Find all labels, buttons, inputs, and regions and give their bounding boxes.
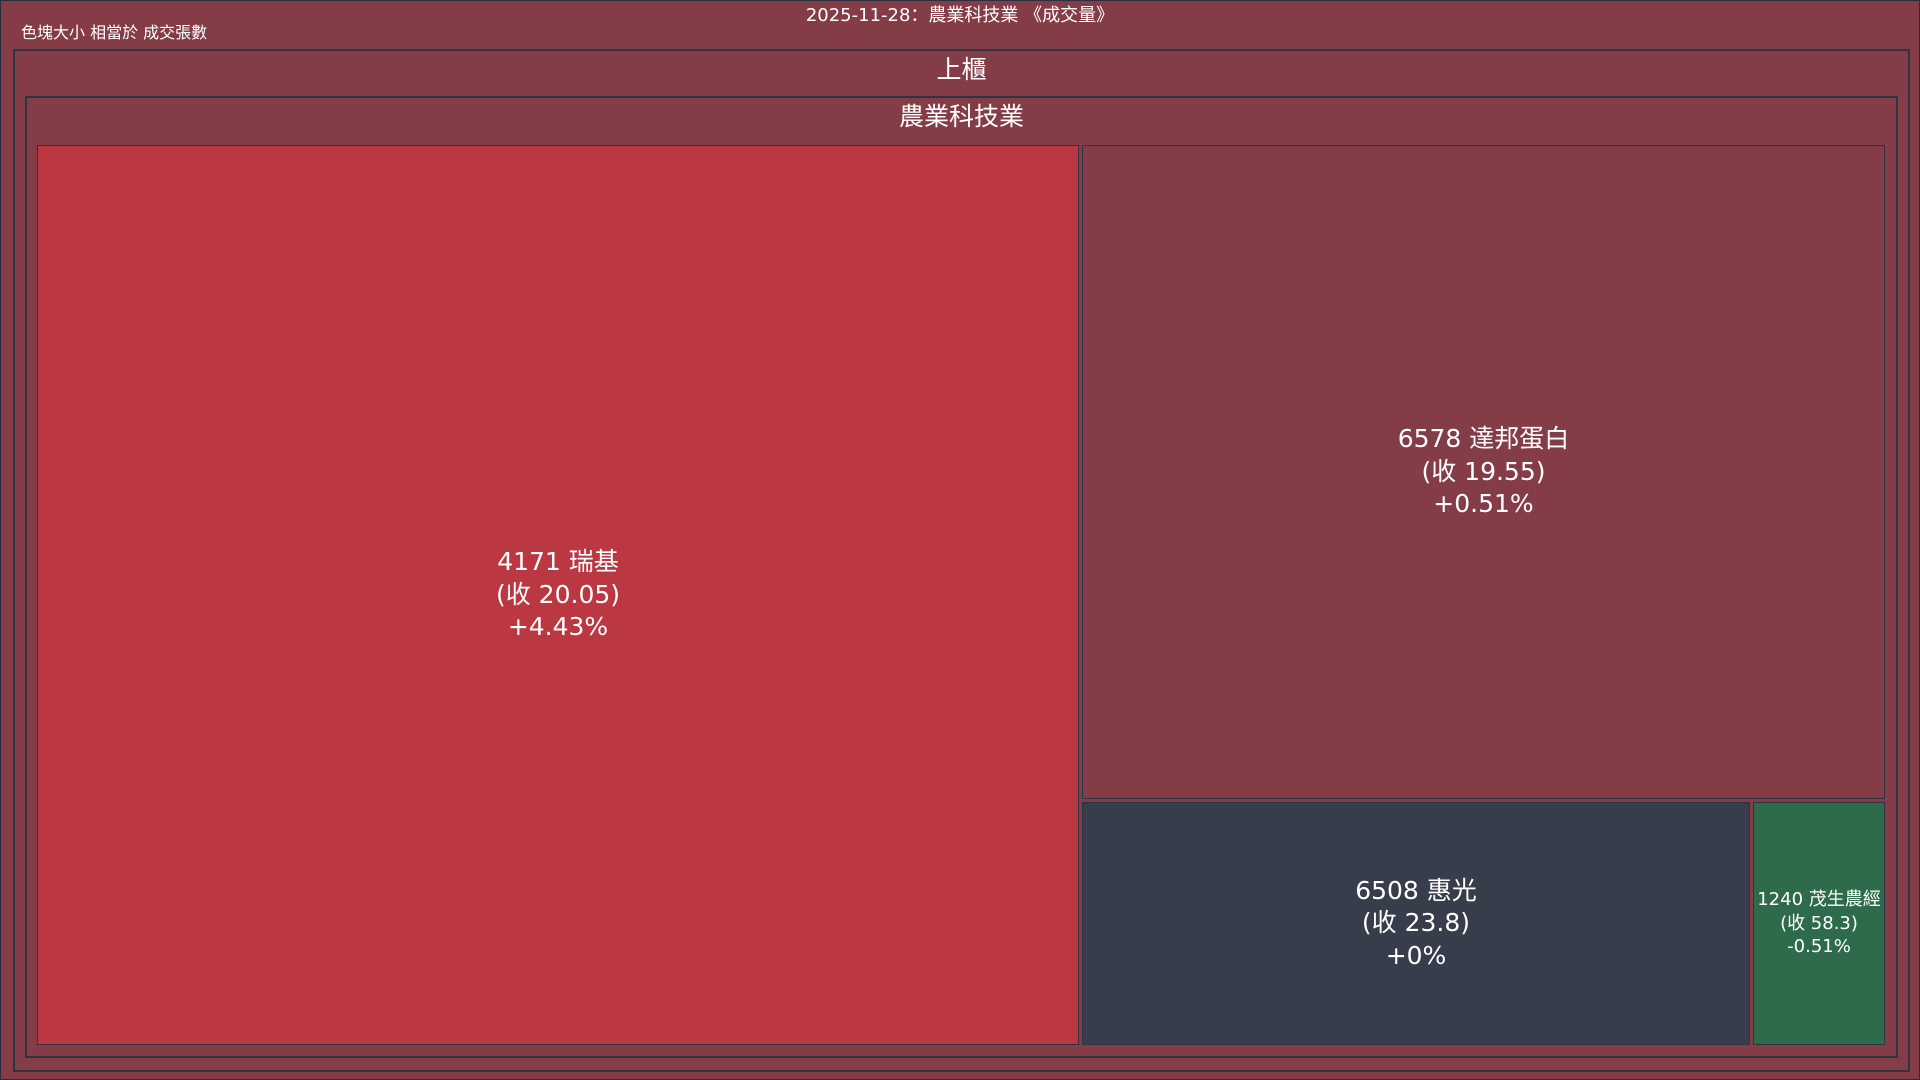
tile-stock-name: 6578 達邦蛋白 xyxy=(1397,424,1570,454)
chart-title: 2025-11-28：農業科技業 《成交量》 xyxy=(805,5,1115,26)
tile-label: 6508 惠光 (收 23.8) +0% xyxy=(1355,875,1477,973)
treemap-tile-6578[interactable]: 6578 達邦蛋白 (收 19.55) +0.51% xyxy=(1082,145,1885,799)
tile-label: 6578 達邦蛋白 (收 19.55) +0.51% xyxy=(1398,423,1570,521)
tile-stock-name: 6508 惠光 xyxy=(1355,875,1477,905)
tile-change-pct: +4.43% xyxy=(507,612,609,642)
tile-stock-name: 4171 瑞基 xyxy=(497,547,619,577)
treemap-tile-1240[interactable]: 1240 茂生農經 (收 58.3) -0.51% xyxy=(1753,802,1885,1045)
tile-change-pct: +0.51% xyxy=(1433,489,1534,519)
tile-close-price: (收 20.05) xyxy=(495,579,621,609)
group-market-label: 上櫃 xyxy=(936,55,987,84)
tile-label: 4171 瑞基 (收 20.05) +4.43% xyxy=(496,546,620,644)
treemap-tile-6508[interactable]: 6508 惠光 (收 23.8) +0% xyxy=(1082,802,1750,1045)
tile-change-pct: -0.51% xyxy=(1787,936,1851,958)
group-industry-label: 農業科技業 xyxy=(898,102,1024,131)
treemap-tile-4171[interactable]: 4171 瑞基 (收 20.05) +4.43% xyxy=(37,145,1079,1045)
tile-close-price: (收 58.3) xyxy=(1780,912,1858,934)
tile-change-pct: +0% xyxy=(1385,940,1447,970)
tile-close-price: (收 19.55) xyxy=(1421,456,1546,486)
tile-close-price: (收 23.8) xyxy=(1361,908,1471,938)
tile-stock-name: 1240 茂生農經 xyxy=(1757,889,1881,911)
tile-label: 1240 茂生農經 (收 58.3) -0.51% xyxy=(1757,888,1881,958)
size-legend-note: 色塊大小 相當於 成交張數 xyxy=(21,23,208,42)
